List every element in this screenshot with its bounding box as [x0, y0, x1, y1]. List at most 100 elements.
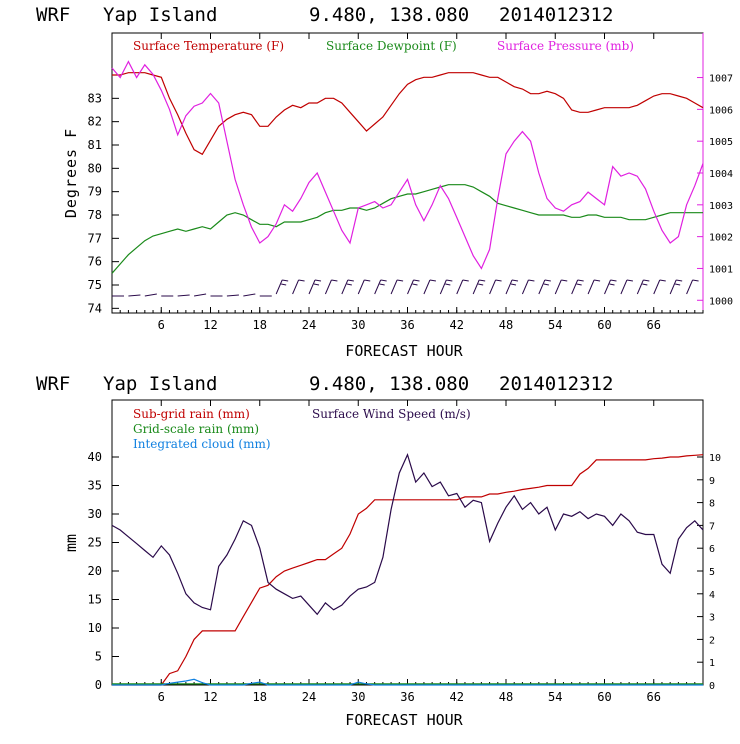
x-tick-label: 42: [450, 690, 464, 704]
wind-barb: [308, 279, 316, 295]
wind-barb: [521, 279, 529, 295]
wind-barb: [505, 279, 513, 295]
x-tick-label: 36: [400, 690, 414, 704]
wind-barb: [604, 279, 611, 295]
x-tick-label: 60: [597, 690, 611, 704]
wind-barb: [620, 279, 628, 295]
x-tick-label: 24: [302, 690, 316, 704]
wind-barb-flag: [313, 283, 320, 286]
x-tick-label: 18: [253, 318, 267, 332]
wind-barb-flag: [346, 283, 352, 286]
wind-barb-flag: [412, 283, 418, 286]
legend-temperature: Surface Temperature (F): [133, 39, 284, 53]
legend-pressure: Surface Pressure (mb): [497, 39, 634, 53]
wind-barb-flag: [479, 279, 486, 282]
wind-barb-flag: [675, 283, 681, 286]
x-tick-label: 24: [302, 318, 316, 332]
x-tick-label: 30: [351, 318, 365, 332]
y2-tick-label: 5: [709, 567, 715, 578]
wind-barb-flag: [510, 283, 517, 286]
wind-barb: [243, 293, 256, 297]
wind-barb: [357, 279, 365, 295]
wind-barb-flag: [282, 279, 289, 282]
temperature-line: [112, 72, 704, 156]
legend-dewpoint: Surface Dewpoint (F): [326, 39, 457, 53]
wind-barb-flag: [462, 279, 469, 282]
wind-barb-flag: [692, 279, 699, 282]
wind-barb: [407, 279, 414, 295]
wind-barb: [324, 279, 332, 295]
y2-tick-label: 1001: [709, 264, 733, 275]
wind-barb-flag: [561, 279, 568, 282]
wind-barb: [571, 279, 579, 295]
header-coords: 9.480, 138.080: [309, 4, 469, 26]
wind-barb-flag: [364, 279, 371, 282]
wind-barb-flag: [495, 279, 502, 282]
y2-tick-label: 1: [709, 658, 715, 669]
y2-tick-label: 1003: [709, 201, 733, 212]
y-tick-label: 0: [95, 678, 102, 692]
wind-barb-flag: [413, 279, 420, 282]
wind-barb-flag: [577, 279, 584, 282]
wind-barb: [128, 294, 141, 297]
wind-barb-flag: [609, 283, 615, 286]
wind-barb: [489, 279, 497, 295]
x-tick-label: 42: [450, 318, 464, 332]
panel-top-xlabel: FORECAST HOUR: [345, 342, 463, 360]
wind-barb-flag: [331, 279, 338, 282]
wind-barb: [636, 279, 644, 295]
panel-bottom-y-ticks: 0 5 10 15 20 25 30 35 40: [88, 450, 119, 692]
subgrid-rain-line: [112, 454, 704, 686]
wind-barb: [275, 279, 283, 295]
wind-barb-flag: [429, 279, 436, 282]
y-tick-label: 75: [88, 278, 102, 292]
y-tick-label: 20: [88, 564, 102, 578]
wind-barb: [390, 279, 398, 295]
header-init-time: 2014012312: [499, 4, 613, 26]
wind-barb: [587, 279, 595, 295]
y2-tick-label: 1006: [709, 105, 733, 116]
panel-top-series: [111, 60, 704, 274]
dewpoint-line: [111, 184, 703, 274]
y-tick-label: 30: [88, 507, 102, 521]
wind-barb-flag: [642, 283, 648, 286]
y-tick-label: 80: [88, 161, 102, 175]
y-tick-label: 25: [88, 536, 102, 550]
wind-barb-flag: [626, 279, 633, 282]
y2-tick-label: 1004: [709, 169, 733, 180]
y-tick-label: 10: [88, 621, 102, 635]
y-tick-label: 78: [88, 208, 102, 222]
wind-barb-flag: [446, 279, 453, 282]
y2-tick-label: 7: [709, 521, 715, 532]
x-tick-label: 66: [647, 318, 661, 332]
panel-bottom-series: [111, 452, 704, 686]
header-location: Yap Island: [103, 4, 217, 26]
wind-barb: [439, 279, 447, 295]
wind-speed-line: [111, 452, 704, 616]
x-tick-label: 6: [158, 690, 165, 704]
header2-coords: 9.480, 138.080: [309, 373, 469, 395]
wind-barb: [374, 279, 382, 295]
y-tick-label: 82: [88, 115, 102, 129]
panel-bottom-ylabel: mm: [62, 534, 80, 552]
wind-barb: [554, 279, 562, 295]
y2-tick-label: 6: [709, 544, 715, 555]
y-tick-label: 83: [88, 91, 102, 105]
header-model: WRF: [36, 4, 70, 26]
y-tick-label: 81: [88, 138, 102, 152]
panel-top-y-ticks: 74 75 76 77 78 79 80 81 82 83: [88, 91, 119, 315]
x-tick-label: 18: [253, 690, 267, 704]
legend-gridscale-rain: Grid-scale rain (mm): [133, 422, 259, 436]
panel-top-frame: [111, 32, 704, 314]
wind-barbs: [112, 279, 699, 297]
x-tick-label: 30: [351, 690, 365, 704]
wind-barb: [538, 279, 546, 295]
wind-barb-flag: [397, 279, 404, 282]
wind-barb-flag: [576, 283, 582, 286]
y-tick-label: 79: [88, 185, 102, 199]
panel-top-ylabel: Degrees F: [62, 128, 80, 218]
wind-barb-flag: [347, 279, 354, 282]
x-tick-label: 54: [548, 318, 562, 332]
wind-barb: [653, 279, 661, 295]
